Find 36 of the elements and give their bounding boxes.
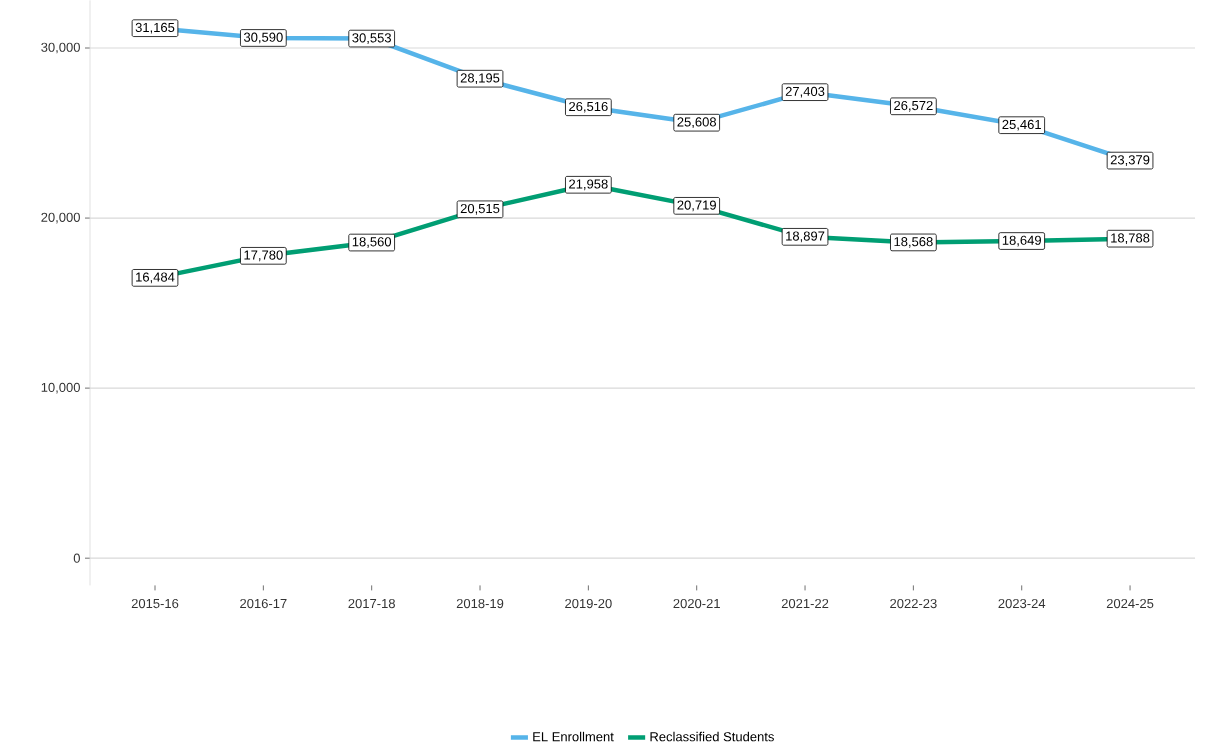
x-tick-label: 2016-17: [240, 598, 287, 608]
x-tick-label: 2022-23: [890, 598, 937, 608]
x-tick-label: 2023-24: [998, 598, 1046, 608]
data-label: 25,461: [1002, 119, 1041, 131]
data-label: 18,649: [1002, 235, 1041, 247]
data-label: 23,379: [1110, 155, 1150, 166]
x-tick-label: 2015-16: [131, 598, 179, 608]
y-tick-label: 0: [73, 553, 80, 563]
x-tick-label: 2017-18: [348, 598, 395, 608]
data-label: 30,553: [352, 33, 391, 44]
data-label: 26,572: [894, 100, 933, 112]
y-tick-label: 30,000: [41, 42, 80, 54]
data-label: 18,897: [786, 231, 825, 242]
x-tick-label: 2020-21: [673, 598, 720, 608]
data-label: 18,568: [894, 236, 933, 248]
data-label: 18,560: [352, 236, 392, 248]
data-label: 31,165: [135, 22, 175, 34]
data-label: 16,484: [136, 272, 175, 284]
y-tick-label: 20,000: [41, 212, 80, 224]
data-label: 26,516: [569, 101, 608, 113]
data-label: 28,195: [460, 73, 500, 84]
legend-label: EL Enrollment: [533, 731, 614, 742]
data-label: 30,590: [243, 32, 283, 44]
x-tick-label: 2021-22: [781, 598, 829, 608]
y-tick-label: 10,000: [41, 382, 80, 394]
x-tick-label: 2018-19: [456, 598, 504, 608]
data-label: 21,958: [569, 179, 608, 190]
data-label: 25,608: [677, 117, 717, 128]
data-label: 17,780: [244, 250, 283, 261]
data-label: 18,788: [1111, 233, 1150, 244]
data-label: 20,719: [677, 200, 716, 212]
legend-label: Reclassified Students: [650, 731, 774, 742]
x-tick-label: 2019-20: [565, 598, 612, 608]
x-tick-label: 2024-25: [1106, 598, 1154, 608]
data-label: 27,403: [785, 86, 825, 98]
data-label: 20,515: [460, 203, 500, 215]
